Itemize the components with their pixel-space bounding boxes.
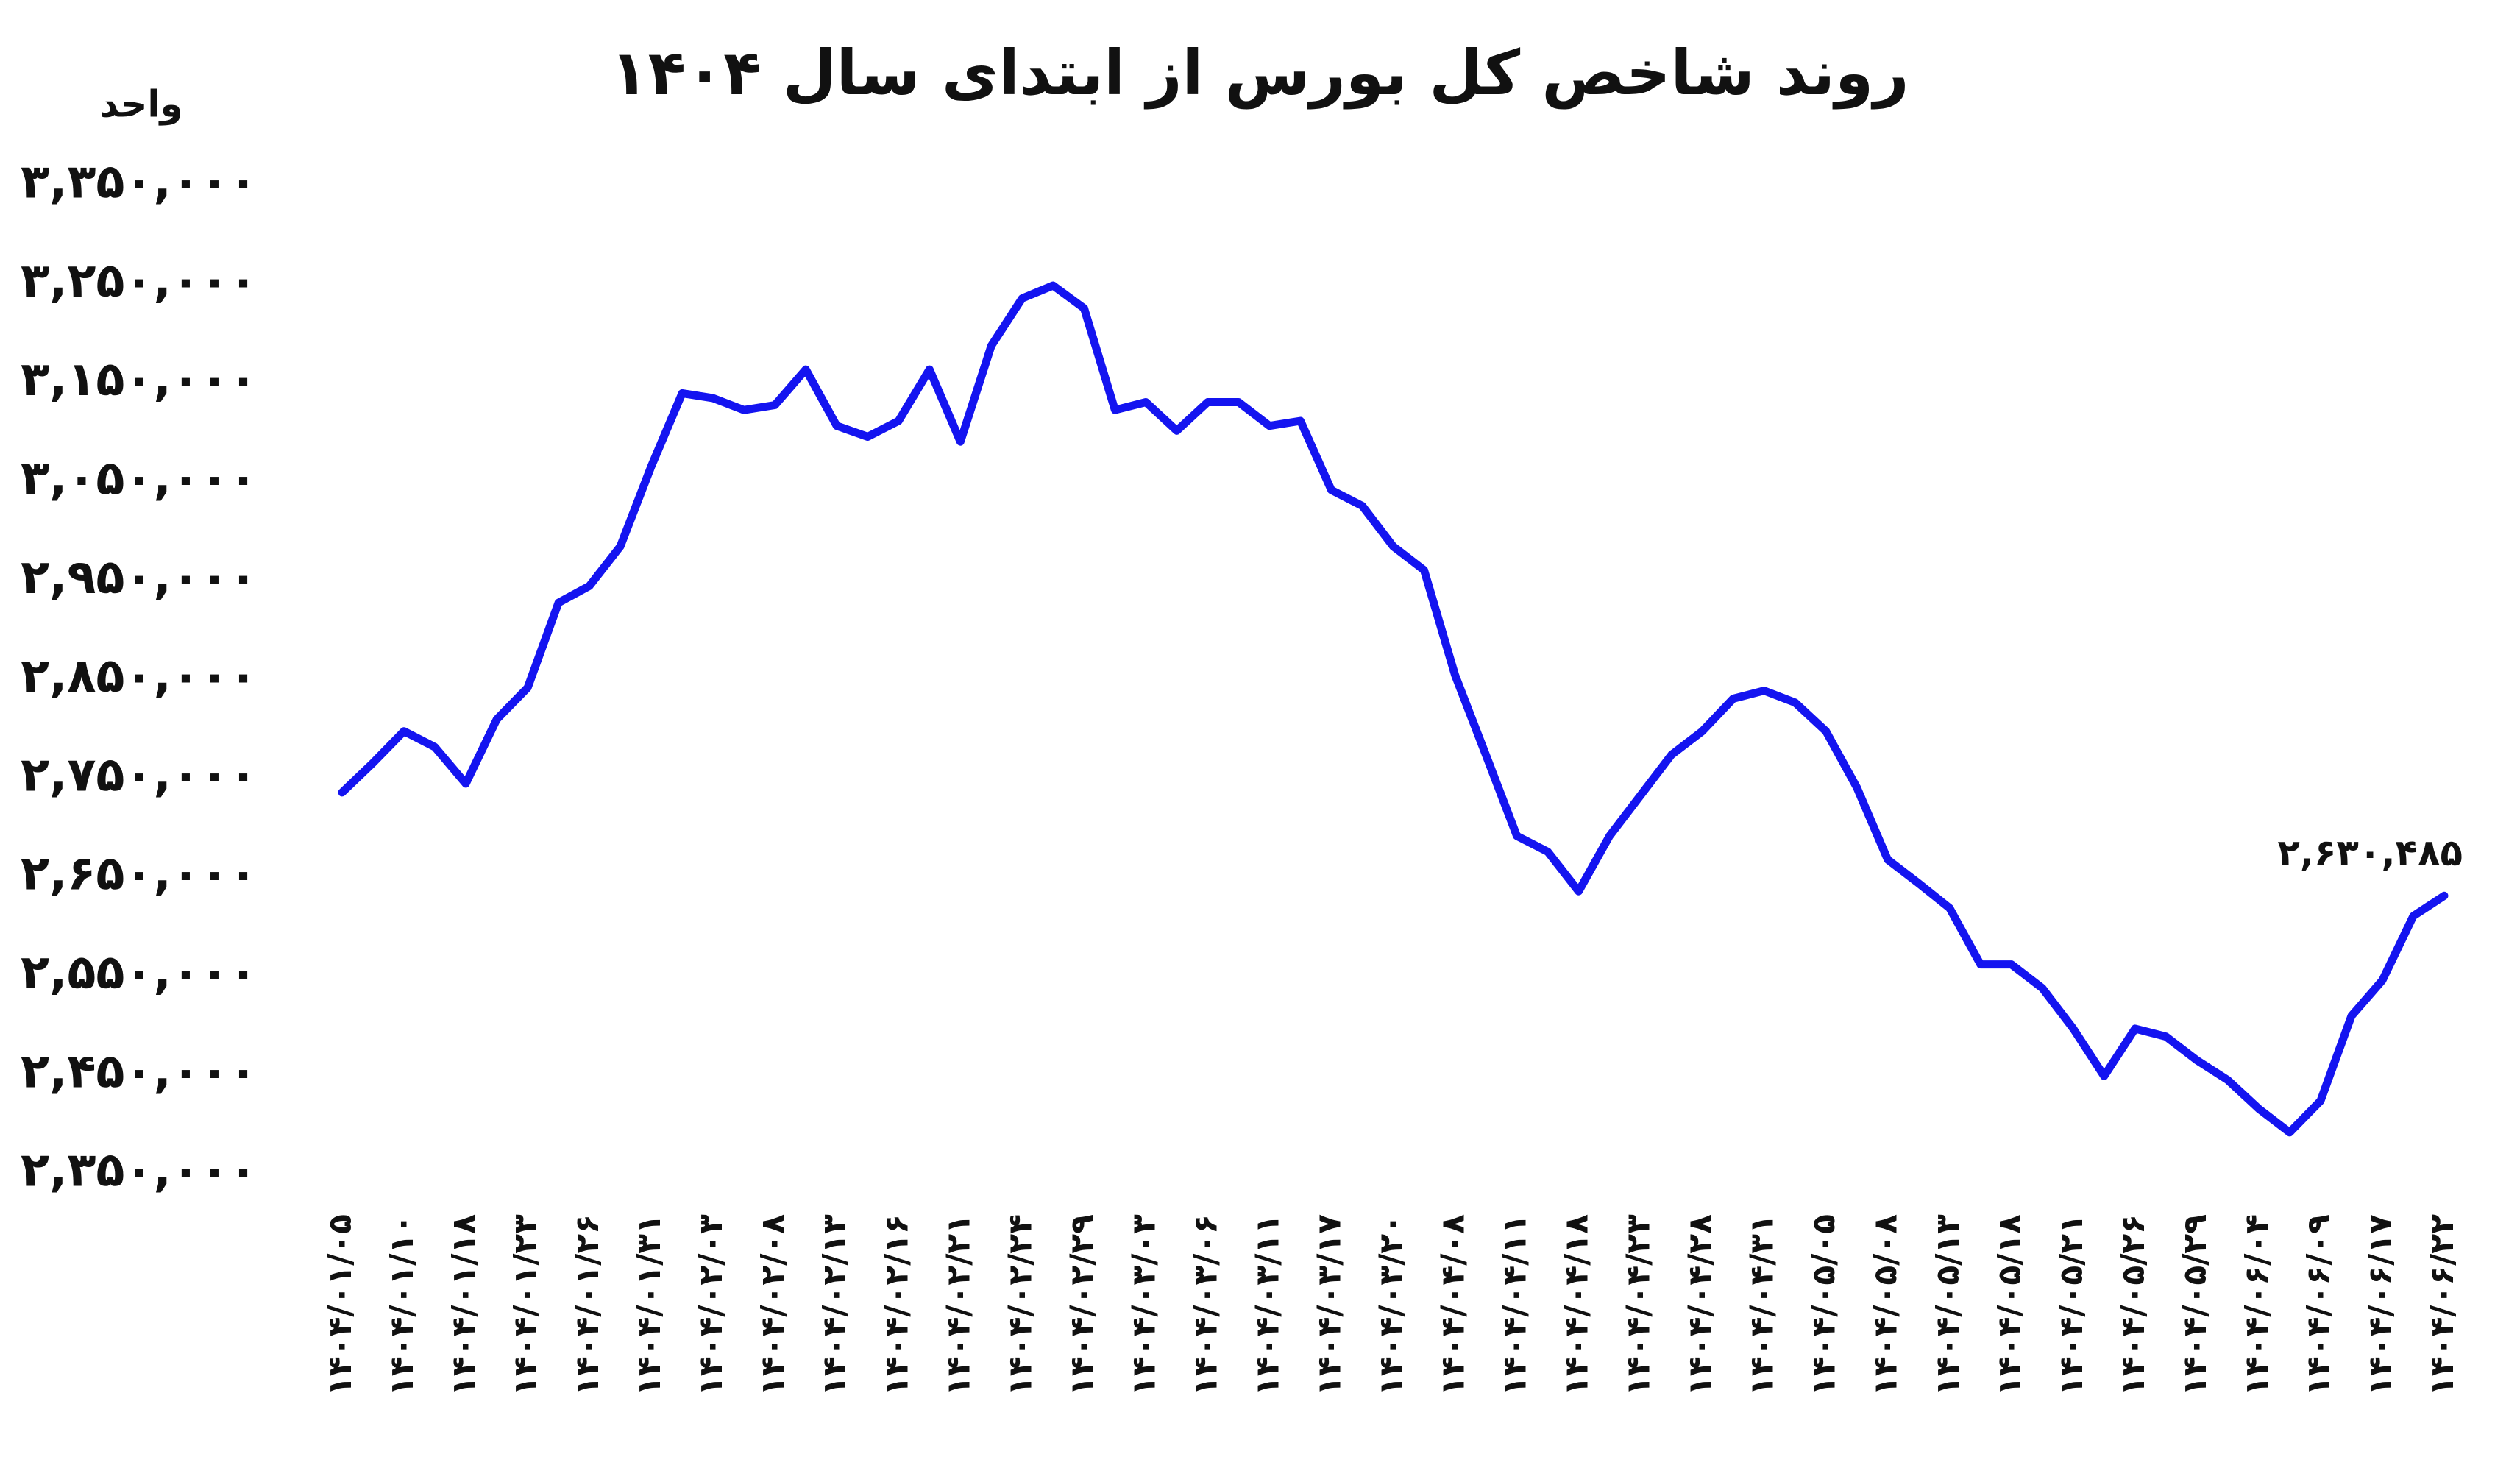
- y-unit: واحد: [99, 83, 182, 127]
- x-tick-label: ۱۴۰۴/۰۴/۱۸: [1558, 1214, 1596, 1396]
- y-tick-label: ۳,۲۵۰,۰۰۰: [21, 254, 258, 308]
- data-line: [338, 281, 2449, 1137]
- y-tick-label: ۲,۹۵۰,۰۰۰: [21, 550, 258, 605]
- chart-title: روند شاخص کل بورس از ابتدای سال ۱۴۰۴: [610, 37, 1909, 110]
- x-tick-label: ۱۴۰۴/۰۶/۲۲: [2424, 1214, 2461, 1396]
- y-tick-label: ۲,۳۵۰,۰۰۰: [21, 1144, 258, 1198]
- x-tick-label: ۱۴۰۴/۰۶/۰۴: [2238, 1214, 2276, 1396]
- x-tick-label: ۱۴۰۴/۰۵/۲۱: [2053, 1214, 2090, 1396]
- x-tick-label: ۱۴۰۴/۰۲/۰۳: [692, 1214, 730, 1396]
- x-tick-label: ۱۴۰۴/۰۱/۲۳: [507, 1214, 544, 1396]
- y-tick-label: ۲,۸۵۰,۰۰۰: [21, 649, 258, 703]
- x-tick-label: ۱۴۰۴/۰۴/۲۸: [1682, 1214, 1719, 1396]
- x-tick-label: ۱۴۰۴/۰۲/۲۹: [1063, 1214, 1101, 1396]
- value-label: ۲,۶۳۰,۴۸۵: [2277, 832, 2463, 874]
- y-tick-label: ۳,۱۵۰,۰۰۰: [21, 352, 258, 407]
- x-tick-label: ۱۴۰۴/۰۵/۱۸: [1991, 1214, 2029, 1396]
- x-tick-label: ۱۴۰۴/۰۵/۲۶: [2115, 1214, 2152, 1396]
- x-tick-label: ۱۴۰۴/۰۲/۲۱: [940, 1214, 977, 1396]
- y-tick-label: ۲,۴۵۰,۰۰۰: [21, 1044, 258, 1099]
- x-tick-label: ۱۴۰۴/۰۴/۳۱: [1744, 1214, 1781, 1396]
- y-tick-label: ۲,۷۵۰,۰۰۰: [21, 748, 258, 802]
- x-tick-label: ۱۴۰۴/۰۳/۱۷: [1310, 1214, 1348, 1396]
- x-tick-label: ۱۴۰۴/۰۵/۱۳: [1929, 1214, 1967, 1396]
- x-tick-label: ۱۴۰۴/۰۳/۱۱: [1249, 1214, 1286, 1396]
- x-tick-label: ۱۴۰۴/۰۱/۳۱: [631, 1214, 668, 1396]
- x-tick-label: ۱۴۰۴/۰۳/۰۶: [1187, 1214, 1224, 1396]
- y-tick-label: ۳,۳۵۰,۰۰۰: [21, 155, 258, 210]
- x-tick-label: ۱۴۰۴/۰۳/۲۰: [1373, 1214, 1410, 1396]
- x-tick-label: ۱۴۰۴/۰۱/۱۰: [383, 1214, 421, 1396]
- x-tick-label: ۱۴۰۴/۰۲/۰۸: [754, 1214, 792, 1396]
- x-tick-label: ۱۴۰۴/۰۵/۰۵: [1806, 1214, 1843, 1396]
- x-tick-label: ۱۴۰۴/۰۱/۰۵: [322, 1214, 359, 1396]
- y-tick-label: ۳,۰۵۰,۰۰۰: [21, 451, 258, 506]
- x-tick-label: ۱۴۰۴/۰۵/۲۹: [2176, 1214, 2214, 1396]
- x-tick-label: ۱۴۰۴/۰۱/۱۸: [445, 1214, 483, 1396]
- x-tick-label: ۱۴۰۴/۰۴/۱۱: [1497, 1214, 1534, 1396]
- x-tick-label: ۱۴۰۴/۰۱/۲۶: [569, 1214, 606, 1396]
- x-tick-label: ۱۴۰۴/۰۲/۱۶: [878, 1214, 915, 1396]
- x-tick-label: ۱۴۰۴/۰۶/۰۹: [2300, 1214, 2338, 1396]
- x-tick-label: ۱۴۰۴/۰۵/۰۸: [1867, 1214, 1905, 1396]
- y-tick-label: ۲,۶۵۰,۰۰۰: [21, 847, 258, 901]
- x-tick-label: ۱۴۰۴/۰۶/۱۷: [2362, 1214, 2399, 1396]
- x-tick-label: ۱۴۰۴/۰۴/۰۸: [1435, 1214, 1472, 1396]
- x-tick-label: ۱۴۰۴/۰۲/۲۴: [1001, 1214, 1039, 1396]
- x-tick-label: ۱۴۰۴/۰۲/۱۳: [816, 1214, 853, 1396]
- y-tick-label: ۲,۵۵۰,۰۰۰: [21, 946, 258, 1000]
- x-tick-label: ۱۴۰۴/۰۴/۲۳: [1620, 1214, 1658, 1396]
- x-tick-label: ۱۴۰۴/۰۳/۰۳: [1125, 1214, 1163, 1396]
